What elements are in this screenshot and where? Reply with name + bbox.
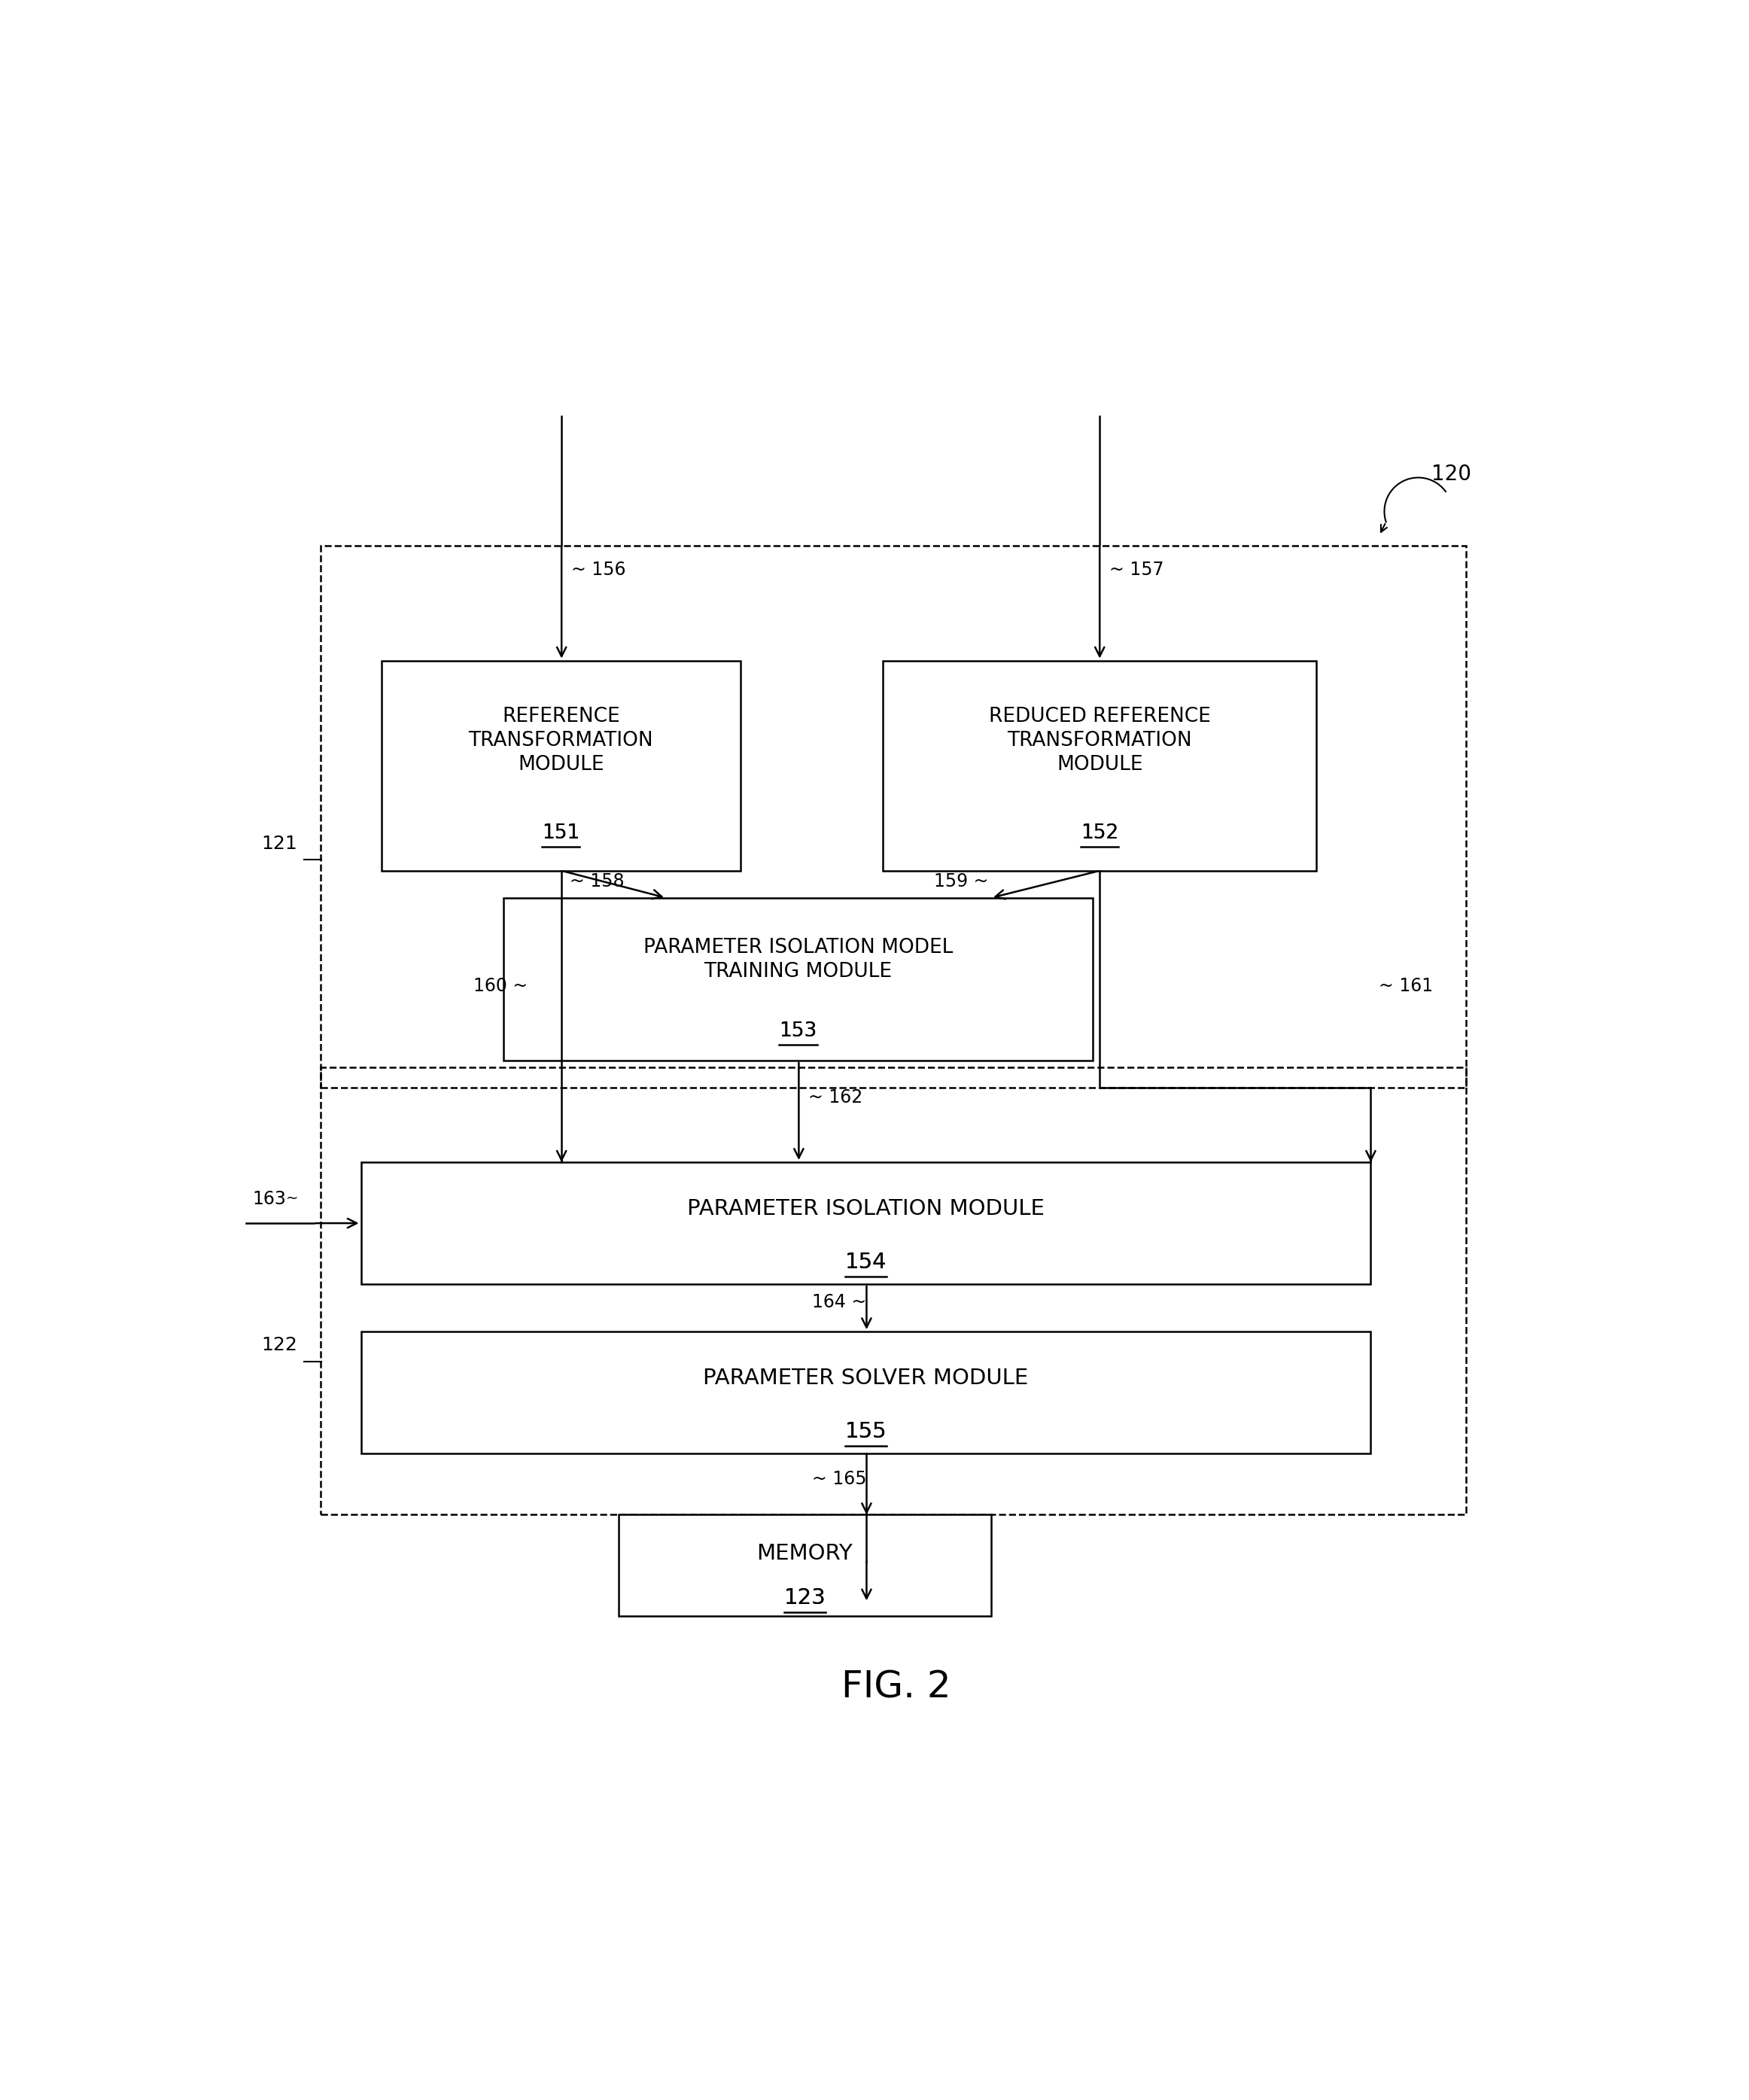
Text: ~ 156: ~ 156 xyxy=(570,561,626,580)
Text: 155: 155 xyxy=(845,1422,887,1443)
Text: 153: 153 xyxy=(780,1021,817,1042)
Text: ~ 161: ~ 161 xyxy=(1378,977,1432,995)
Bar xyxy=(360,1161,1371,1285)
Text: ~ 162: ~ 162 xyxy=(808,1088,862,1107)
Text: MEMORY: MEMORY xyxy=(757,1544,854,1565)
Bar xyxy=(320,546,1466,1088)
Bar xyxy=(504,899,1093,1060)
Bar xyxy=(320,1067,1466,1514)
Bar xyxy=(381,662,740,871)
Text: 123: 123 xyxy=(784,1588,826,1609)
Text: PARAMETER ISOLATION MODEL
TRAINING MODULE: PARAMETER ISOLATION MODEL TRAINING MODUL… xyxy=(644,939,953,981)
Text: 121: 121 xyxy=(261,834,297,853)
Text: 154: 154 xyxy=(845,1252,887,1273)
Text: 155: 155 xyxy=(845,1422,887,1443)
Text: 120: 120 xyxy=(1432,464,1471,485)
Bar xyxy=(883,662,1317,871)
Text: 152: 152 xyxy=(1081,823,1119,842)
Text: 151: 151 xyxy=(542,823,579,842)
Text: REDUCED REFERENCE
TRANSFORMATION
MODULE: REDUCED REFERENCE TRANSFORMATION MODULE xyxy=(988,706,1210,775)
Text: ~: ~ xyxy=(285,1191,297,1205)
Text: 123: 123 xyxy=(784,1588,826,1609)
Text: REFERENCE
TRANSFORMATION
MODULE: REFERENCE TRANSFORMATION MODULE xyxy=(469,706,654,775)
Text: PARAMETER SOLVER MODULE: PARAMETER SOLVER MODULE xyxy=(703,1367,1028,1388)
Text: 151: 151 xyxy=(542,823,579,842)
Text: 164 ~: 164 ~ xyxy=(812,1294,868,1310)
Text: 154: 154 xyxy=(845,1252,887,1273)
Bar xyxy=(619,1514,992,1617)
Text: ~ 157: ~ 157 xyxy=(1109,561,1163,580)
Text: 163: 163 xyxy=(252,1191,287,1207)
Text: 153: 153 xyxy=(780,1021,817,1042)
Text: PARAMETER ISOLATION MODULE: PARAMETER ISOLATION MODULE xyxy=(687,1197,1044,1220)
Text: FIG. 2: FIG. 2 xyxy=(841,1670,951,1705)
Text: 122: 122 xyxy=(261,1336,297,1355)
Text: ~ 165: ~ 165 xyxy=(812,1470,868,1489)
Text: 152: 152 xyxy=(1081,823,1119,842)
Text: ~ 158: ~ 158 xyxy=(570,871,624,890)
Text: 159 ~: 159 ~ xyxy=(934,871,988,890)
Bar xyxy=(360,1331,1371,1453)
Text: 160 ~: 160 ~ xyxy=(474,977,528,995)
